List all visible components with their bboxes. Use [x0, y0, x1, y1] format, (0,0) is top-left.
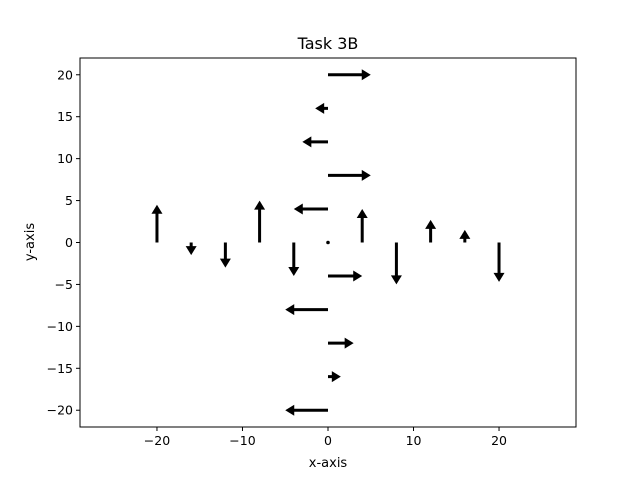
- quiver-arrow: [315, 102, 328, 114]
- y-axis-ticks: −20 −15 −10 −5 0 5 10 15 20: [47, 67, 80, 418]
- y-tick-label: 0: [65, 235, 73, 250]
- arrow-layer: [151, 69, 505, 416]
- y-tick-label: −15: [47, 361, 73, 376]
- y-tick-label: 15: [57, 109, 73, 124]
- quiver-arrow: [390, 242, 402, 285]
- quiver-arrow: [185, 242, 197, 256]
- y-tick-label: 5: [65, 193, 73, 208]
- y-tick-label: −20: [47, 403, 73, 418]
- x-tick-label: 10: [406, 433, 422, 448]
- quiver-arrow: [356, 208, 368, 243]
- quiver-arrow: [459, 229, 471, 243]
- x-axis-ticks: −20 −10 0 10 20: [144, 427, 507, 448]
- plot-area-frame: [79, 57, 577, 428]
- quiver-arrow: [328, 371, 341, 383]
- quiver-arrow: [328, 169, 371, 181]
- x-tick-label: −10: [229, 433, 255, 448]
- quiver-arrow: [302, 136, 328, 148]
- quiver-arrow: [151, 204, 163, 243]
- x-tick-label: 0: [324, 433, 332, 448]
- y-axis-label: y-axis: [23, 223, 38, 261]
- x-tick-label: −20: [144, 433, 170, 448]
- x-tick-label: 20: [491, 433, 507, 448]
- quiver-arrow: [285, 404, 328, 416]
- quiver-arrow: [219, 242, 231, 268]
- quiver-arrow: [425, 219, 437, 243]
- y-tick-label: 10: [57, 151, 73, 166]
- quiver-arrow: [493, 242, 505, 282]
- quiver-arrow: [328, 270, 363, 282]
- quiver-arrow: [285, 304, 328, 316]
- quiver-arrow: [328, 337, 354, 349]
- y-tick-label: −5: [55, 277, 73, 292]
- chart-title: Task 3B: [297, 34, 359, 53]
- quiver-arrow: [293, 203, 328, 215]
- quiver-arrow: [254, 200, 266, 243]
- y-tick-label: −10: [47, 319, 73, 334]
- x-axis-label: x-axis: [309, 456, 348, 471]
- quiver-arrow: [326, 240, 330, 245]
- quiver-arrow: [328, 69, 371, 81]
- y-tick-label: 20: [57, 67, 73, 82]
- quiver-arrow: [288, 242, 300, 277]
